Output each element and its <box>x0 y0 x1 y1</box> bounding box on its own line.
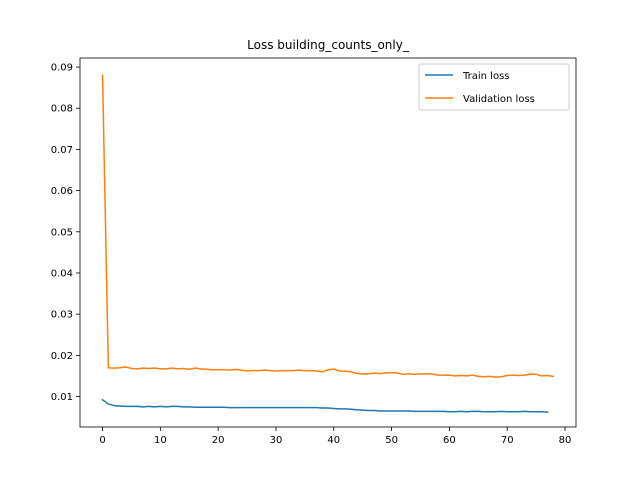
x-tick-label: 40 <box>327 435 340 446</box>
y-tick-label: 0.08 <box>51 104 73 115</box>
y-tick-label: 0.01 <box>51 392 73 403</box>
series-line-validation-loss <box>101 74 555 378</box>
y-tick-label: 0.06 <box>51 186 73 197</box>
y-tick-label: 0.09 <box>51 63 73 74</box>
plot-frame <box>79 57 577 428</box>
legend-frame <box>418 63 570 111</box>
x-tick-label: 10 <box>154 435 167 446</box>
x-tick-label: 80 <box>559 435 572 446</box>
x-tick-label: 50 <box>385 435 398 446</box>
y-tick-label: 0.05 <box>51 227 73 238</box>
y-tick-label: 0.07 <box>51 145 73 156</box>
y-tick-label: 0.03 <box>51 310 73 321</box>
x-tick-label: 70 <box>501 435 514 446</box>
x-tick-label: 0 <box>99 435 105 446</box>
legend: Train loss Validation loss <box>418 63 570 111</box>
x-tick-label: 60 <box>443 435 456 446</box>
legend-label-validation-loss: Validation loss <box>463 94 535 105</box>
series-line-train-loss <box>101 398 549 413</box>
y-tick-label: 0.02 <box>51 351 73 362</box>
y-tick-label: 0.04 <box>51 268 73 279</box>
x-tick-label: 20 <box>212 435 225 446</box>
axes-layer: 0 10 20 30 40 50 60 70 80 0.01 0.02 0.03 0.04 0.05 0.0… <box>51 57 577 446</box>
x-tick-label: 30 <box>270 435 283 446</box>
series-layer <box>101 74 555 413</box>
chart-title: Loss building_counts_only_ <box>247 38 410 52</box>
legend-label-train-loss: Train loss <box>462 71 510 82</box>
